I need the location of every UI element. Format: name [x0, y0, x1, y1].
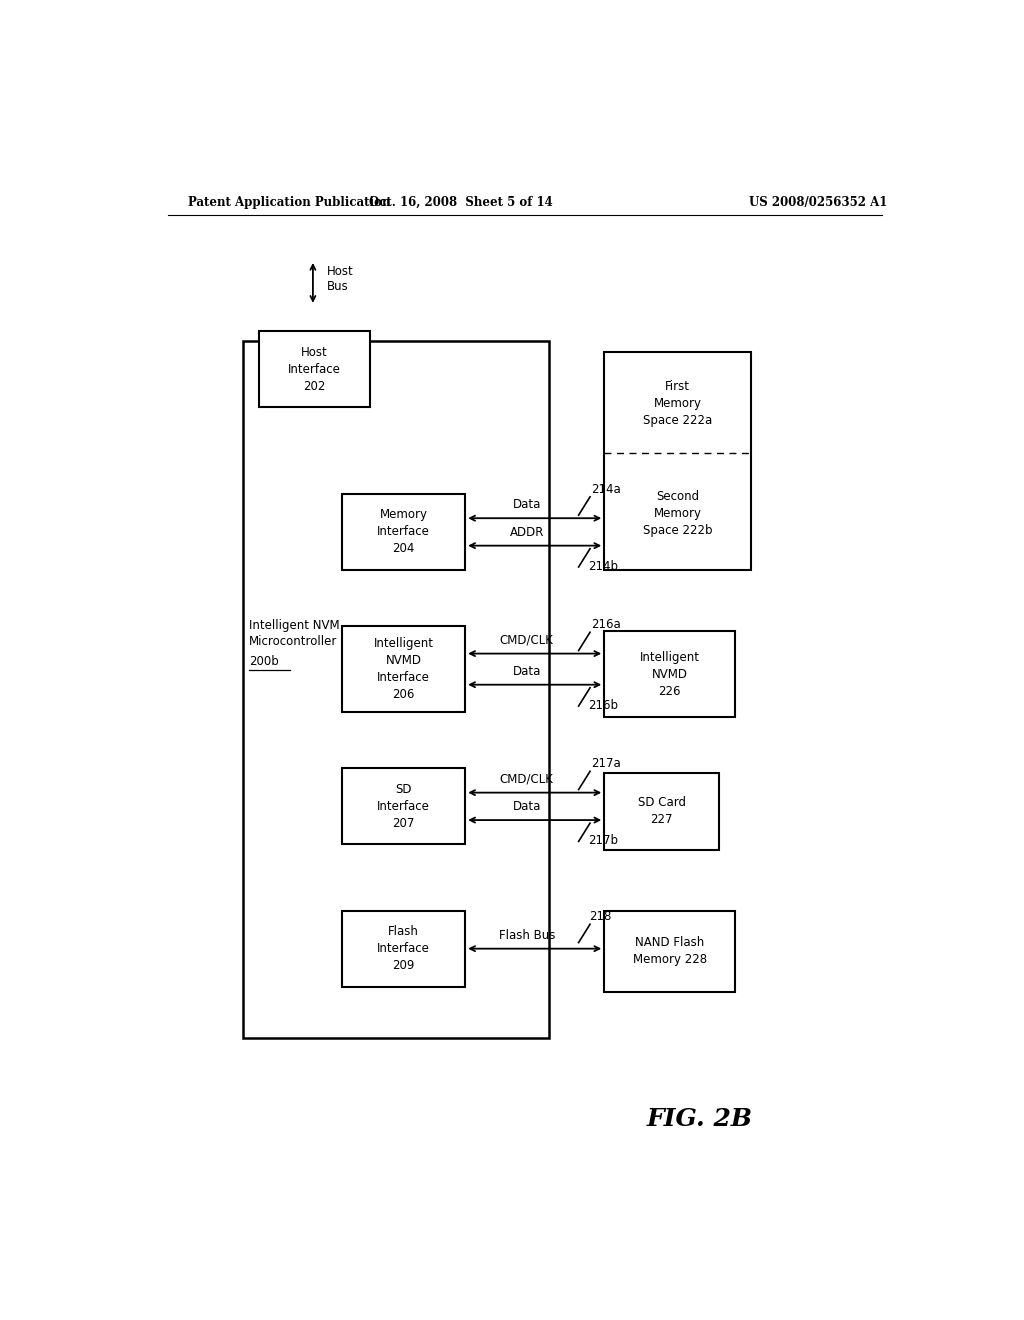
- Text: First
Memory
Space 222a: First Memory Space 222a: [643, 380, 713, 428]
- Text: 217a: 217a: [591, 758, 621, 771]
- Text: 218: 218: [589, 911, 611, 923]
- Text: 214b: 214b: [588, 560, 618, 573]
- Text: Intelligent NVM: Intelligent NVM: [249, 619, 339, 632]
- Text: SD
Interface
207: SD Interface 207: [377, 783, 430, 830]
- Text: Host
Bus: Host Bus: [328, 265, 354, 293]
- Bar: [342, 911, 465, 987]
- Text: Data: Data: [513, 800, 541, 813]
- Text: 216a: 216a: [591, 618, 621, 631]
- Text: Flash Bus: Flash Bus: [499, 928, 555, 941]
- Text: CMD/CLK: CMD/CLK: [500, 772, 554, 785]
- Text: Oct. 16, 2008  Sheet 5 of 14: Oct. 16, 2008 Sheet 5 of 14: [370, 195, 553, 209]
- Bar: [342, 494, 465, 570]
- Text: Intelligent
NVMD
226: Intelligent NVMD 226: [640, 651, 699, 698]
- Text: Data: Data: [513, 498, 541, 511]
- Text: SD Card
227: SD Card 227: [638, 796, 686, 826]
- Bar: [604, 774, 719, 850]
- Text: FIG. 2B: FIG. 2B: [646, 1107, 753, 1131]
- Text: 217b: 217b: [588, 834, 618, 847]
- Text: Microcontroller: Microcontroller: [249, 635, 337, 648]
- Bar: [604, 351, 751, 570]
- Bar: [604, 911, 735, 991]
- Text: NAND Flash
Memory 228: NAND Flash Memory 228: [633, 936, 707, 966]
- Text: 216b: 216b: [588, 698, 618, 711]
- Text: Host
Interface
202: Host Interface 202: [288, 346, 341, 393]
- Text: ADDR: ADDR: [510, 525, 544, 539]
- Text: Flash
Interface
209: Flash Interface 209: [377, 925, 430, 972]
- Bar: [604, 631, 735, 718]
- Bar: [243, 342, 549, 1038]
- Text: CMD/CLK: CMD/CLK: [500, 634, 554, 647]
- Text: Intelligent
NVMD
Interface
206: Intelligent NVMD Interface 206: [374, 638, 434, 701]
- Text: Patent Application Publication: Patent Application Publication: [187, 195, 390, 209]
- Bar: [342, 768, 465, 845]
- Text: Second
Memory
Space 222b: Second Memory Space 222b: [643, 490, 713, 537]
- Text: Memory
Interface
204: Memory Interface 204: [377, 508, 430, 556]
- Text: Data: Data: [513, 664, 541, 677]
- Text: 214a: 214a: [591, 483, 621, 496]
- Text: US 2008/0256352 A1: US 2008/0256352 A1: [750, 195, 888, 209]
- Bar: [259, 331, 370, 408]
- Bar: [342, 626, 465, 713]
- Text: 200b: 200b: [249, 655, 279, 668]
